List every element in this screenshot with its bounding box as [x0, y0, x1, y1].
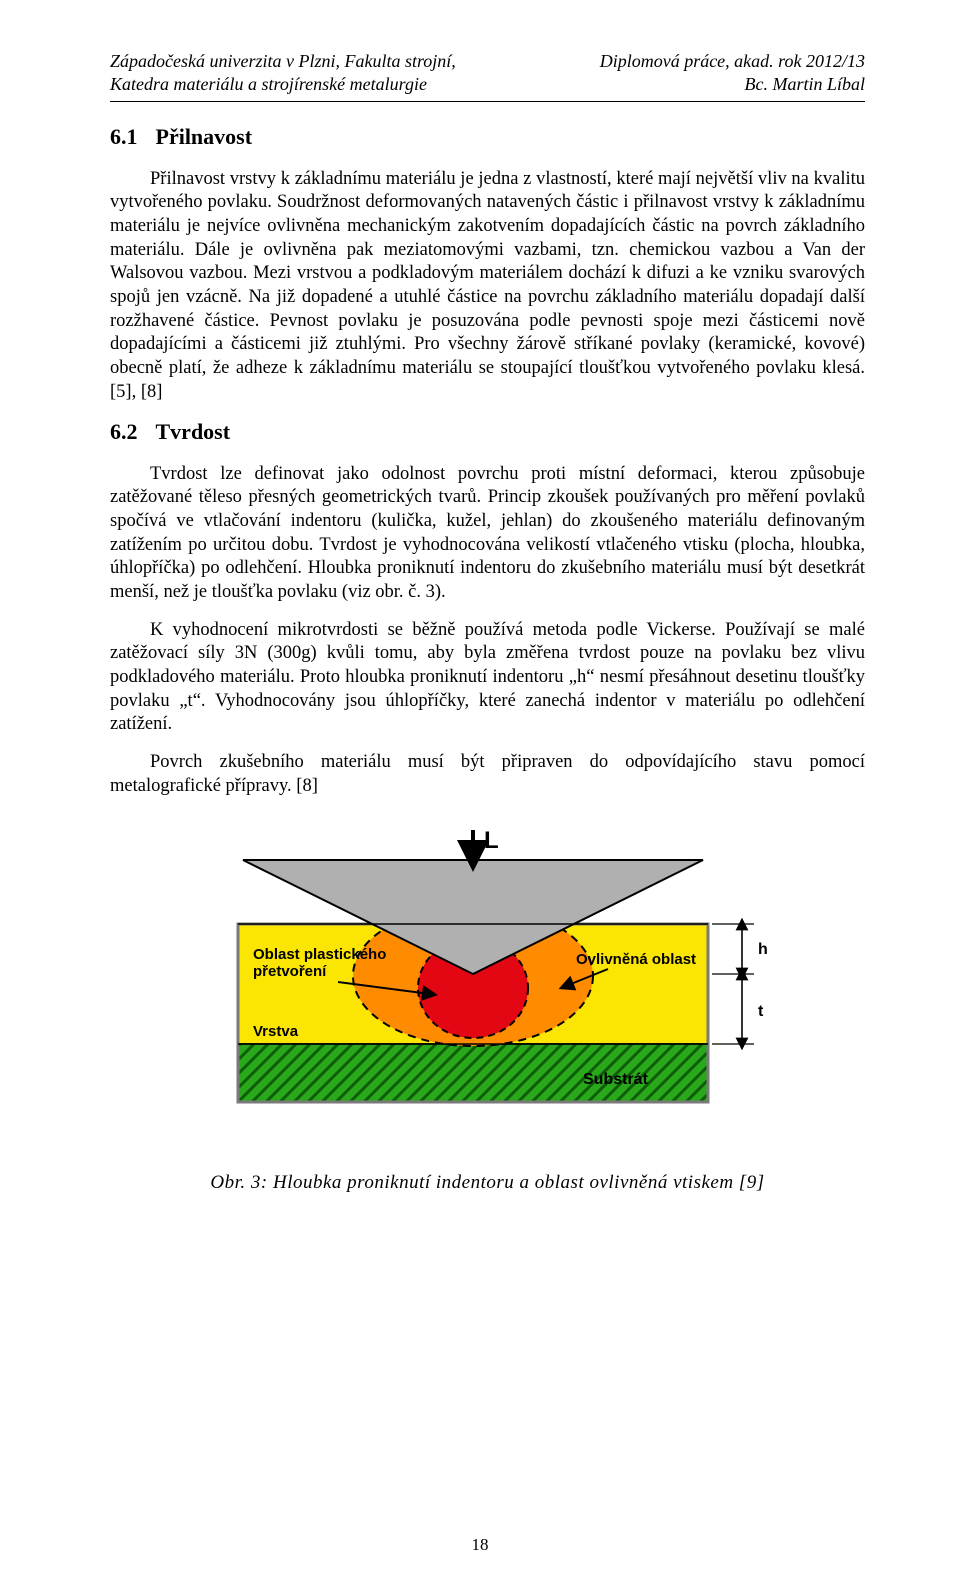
page-number: 18 [0, 1535, 960, 1555]
header-left-line1: Západočeská univerzita v Plzni, Fakulta … [110, 50, 456, 73]
dimension-h-label: h [758, 941, 768, 958]
header-right-line1: Diplomová práce, akad. rok 2012/13 [600, 50, 865, 73]
header-right-line2: Bc. Martin Líbal [745, 73, 866, 96]
indentation-diagram-svg: L Oblast plastického přetvoření Ovlivněn… [178, 826, 798, 1156]
page-header: Západočeská univerzita v Plzni, Fakulta … [110, 50, 865, 102]
header-rule [110, 101, 865, 102]
section-title: Přilnavost [156, 124, 253, 149]
section-number: 6.2 [110, 419, 138, 445]
section2-paragraph1: Tvrdost lze definovat jako odolnost povr… [110, 463, 865, 605]
label-plastic-zone-line1: Oblast plastického [253, 946, 386, 963]
section-title: Tvrdost [156, 419, 231, 444]
section1-paragraph1: Přilnavost vrstvy k základnímu materiálu… [110, 168, 865, 405]
figure-3-diagram: L Oblast plastického přetvoření Ovlivněn… [178, 826, 798, 1156]
section-heading-6-2: 6.2 Tvrdost [110, 419, 865, 445]
section2-paragraph2: K vyhodnocení mikrotvrdosti se běžně pou… [110, 619, 865, 737]
label-affected-zone: Ovlivněná oblast [576, 951, 696, 968]
label-layer: Vrstva [253, 1023, 299, 1040]
label-substrate: Substrát [583, 1071, 649, 1088]
header-left-line2: Katedra materiálu a strojírenské metalur… [110, 73, 427, 96]
figure-3-caption: Obr. 3: Hloubka proniknutí indentoru a o… [110, 1172, 865, 1194]
section-number: 6.1 [110, 124, 138, 150]
label-plastic-zone-line2: přetvoření [253, 963, 327, 980]
page: Západočeská univerzita v Plzni, Fakulta … [0, 0, 960, 1585]
section2-paragraph3: Povrch zkušebního materiálu musí být při… [110, 751, 865, 798]
dimension-t-label: t [758, 1003, 764, 1020]
figure-3: L Oblast plastického přetvoření Ovlivněn… [110, 826, 865, 1194]
section-heading-6-1: 6.1 Přilnavost [110, 124, 865, 150]
load-label: L [484, 827, 499, 854]
